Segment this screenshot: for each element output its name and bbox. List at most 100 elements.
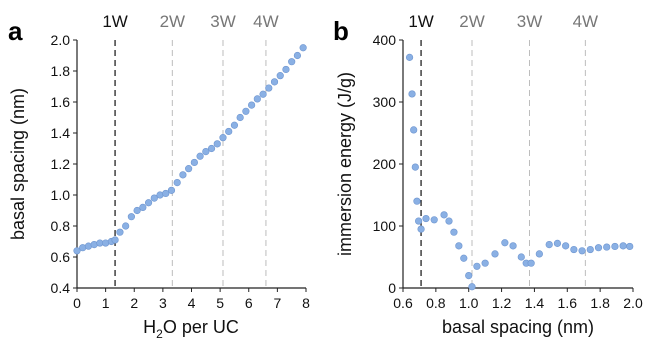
y-tick-label: 300 (373, 94, 397, 110)
data-point (578, 247, 586, 255)
data-point (282, 65, 290, 74)
data-point (144, 199, 153, 207)
data-point (562, 242, 570, 250)
y-tick-label: 1.2 (51, 156, 71, 172)
panel-a-x-ticks: 0 1 2 3 4 5 6 7 8 (73, 288, 310, 311)
data-point (594, 244, 603, 252)
x-tick-label: 0.6 (393, 295, 413, 311)
data-point (527, 259, 535, 267)
x-tick-label: 3 (159, 295, 167, 311)
data-point (468, 283, 476, 291)
data-point (196, 152, 204, 160)
reference-label-1w: 1W (102, 12, 128, 31)
data-point (219, 134, 227, 142)
data-point (248, 101, 256, 109)
data-point (185, 165, 193, 173)
data-point (265, 84, 273, 92)
panel-b-points (405, 53, 634, 291)
data-point (111, 236, 119, 244)
data-point (276, 72, 284, 80)
panel-a-y-axis-title: basal spacing (nm) (8, 88, 28, 240)
x-tick-label: 6 (245, 295, 253, 311)
data-point (570, 245, 578, 254)
data-point (517, 253, 525, 261)
panel-b-x-ticks: 0.6 0.8 1.0 1.2 1.4 1.6 1.8 2.0 (393, 288, 643, 311)
data-point (465, 272, 473, 280)
x-tick-label: 1.2 (492, 295, 512, 311)
data-point (491, 250, 499, 258)
reference-label-3w: 3W (210, 12, 236, 31)
data-point (535, 250, 543, 258)
data-point (139, 203, 147, 211)
data-point (408, 90, 416, 98)
data-point (460, 254, 468, 262)
reference-label-1w: 1W (408, 12, 434, 31)
panel-b-x-axis-title: basal spacing (nm) (442, 317, 594, 337)
data-point (501, 239, 509, 247)
data-point (173, 179, 181, 187)
data-point (415, 217, 423, 225)
y-tick-label: 400 (373, 32, 397, 48)
y-tick-label: 100 (373, 218, 397, 234)
data-point (253, 95, 261, 103)
data-point (133, 206, 141, 215)
x-tick-label: 1.8 (590, 295, 610, 311)
data-point (586, 245, 594, 254)
reference-label-4w: 4W (573, 12, 599, 31)
panel-b-y-axis-title: immersion energy (J/g) (335, 72, 355, 256)
data-point (450, 228, 458, 236)
x-tick-label: 2 (130, 295, 138, 311)
reference-label-4w: 4W (253, 12, 279, 31)
panel-b-y-ticks: 0 100 200 300 400 (373, 32, 403, 296)
data-point (288, 58, 296, 66)
data-point (225, 127, 233, 136)
data-point (167, 186, 176, 194)
y-tick-label: 1.0 (51, 187, 71, 203)
data-point (611, 242, 619, 251)
data-point (162, 189, 170, 198)
data-point (259, 90, 267, 98)
panel-a-y-ticks: 0.4 0.6 0.8 1.0 1.2 1.4 1.6 1.8 2.0 (51, 32, 77, 296)
y-tick-label: 2.0 (51, 32, 71, 48)
x-tick-label: 0.8 (426, 295, 446, 311)
data-point (413, 197, 421, 205)
data-point (122, 222, 130, 230)
data-point (481, 259, 489, 267)
x-tick-label: 1 (102, 295, 110, 311)
data-point (455, 242, 463, 250)
reference-label-2w: 2W (459, 12, 485, 31)
y-tick-label: 0.4 (51, 280, 71, 296)
panel-a-x-axis-title: H2O per UC (143, 317, 239, 341)
panel-a-reference-lines (114, 40, 267, 288)
x-tick-label: 4 (188, 295, 196, 311)
panel-a-points (73, 44, 307, 255)
panel-a: a 1W 2W 3W 4W 0.4 0.6 0.8 1.0 1.2 1.4 1.6 1.8 2.0 0… (8, 12, 310, 341)
panel-b-reference-labels: 1W 2W 3W 4W (408, 12, 598, 31)
panel-b-reference-lines (420, 40, 586, 288)
data-point (626, 242, 634, 251)
data-point (207, 144, 216, 153)
data-point (440, 211, 448, 219)
reference-label-2w: 2W (160, 12, 186, 31)
data-point (445, 217, 453, 225)
data-point (410, 126, 418, 134)
data-point (405, 53, 414, 61)
data-point (202, 148, 210, 156)
y-tick-label: 1.8 (51, 63, 71, 79)
data-point (619, 242, 627, 250)
y-tick-label: 1.6 (51, 94, 71, 110)
panel-a-reference-labels: 1W 2W 3W 4W (102, 12, 278, 31)
x-title-pre: H (143, 317, 156, 337)
data-point (242, 107, 250, 115)
x-title-post: O per UC (163, 317, 239, 337)
y-tick-label: 200 (373, 156, 397, 172)
y-tick-label: 0.8 (51, 218, 71, 234)
x-tick-label: 8 (302, 295, 310, 311)
x-tick-label: 1.0 (459, 295, 479, 311)
data-point (116, 228, 124, 236)
x-tick-label: 1.6 (558, 295, 578, 311)
panel-b: b 1W 2W 3W 4W 0 100 200 300 400 0.6 0.8 1.0 1.2 1.4… (333, 12, 643, 337)
x-tick-label: 1.4 (525, 295, 545, 311)
data-point (293, 51, 302, 60)
